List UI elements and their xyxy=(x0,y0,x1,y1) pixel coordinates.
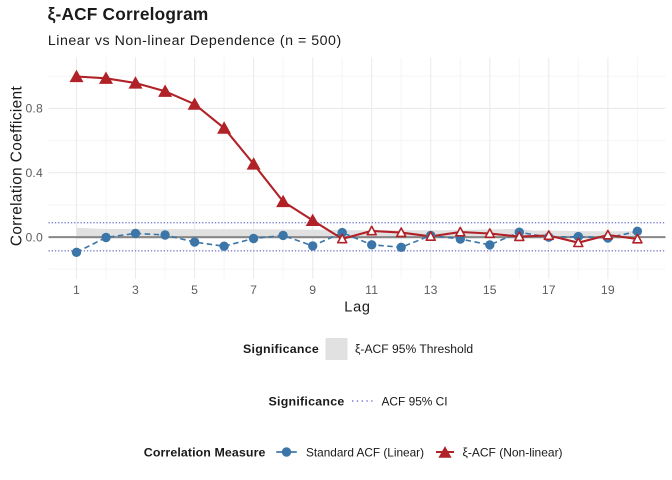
svg-text:ξ-ACF (Non-linear): ξ-ACF (Non-linear) xyxy=(463,446,563,460)
svg-text:3: 3 xyxy=(132,283,139,297)
svg-text:9: 9 xyxy=(309,283,316,297)
svg-text:0.8: 0.8 xyxy=(25,102,43,116)
svg-text:11: 11 xyxy=(365,283,378,297)
svg-text:5: 5 xyxy=(191,283,198,297)
svg-text:15: 15 xyxy=(483,283,497,297)
svg-text:1: 1 xyxy=(73,283,80,297)
svg-text:Correlation Measure: Correlation Measure xyxy=(144,446,266,460)
svg-text:Significance: Significance xyxy=(243,342,319,356)
svg-text:Significance: Significance xyxy=(269,395,345,409)
svg-text:ξ-ACF 95% Threshold: ξ-ACF 95% Threshold xyxy=(355,342,473,356)
svg-text:17: 17 xyxy=(542,283,556,297)
svg-text:13: 13 xyxy=(424,283,438,297)
svg-text:19: 19 xyxy=(601,283,615,297)
svg-text:7: 7 xyxy=(250,283,257,297)
svg-text:0.4: 0.4 xyxy=(25,166,43,180)
svg-text:Correlation Coefficient: Correlation Coefficient xyxy=(9,86,26,247)
svg-text:Linear vs Non-linear Dependenc: Linear vs Non-linear Dependence (n = 500… xyxy=(48,33,342,49)
svg-text:Standard ACF (Linear): Standard ACF (Linear) xyxy=(306,446,424,460)
svg-text:Lag: Lag xyxy=(344,300,371,316)
svg-text:ξ-ACF Correlogram: ξ-ACF Correlogram xyxy=(48,4,209,24)
svg-text:0.0: 0.0 xyxy=(25,230,43,244)
svg-text:ACF 95% CI: ACF 95% CI xyxy=(382,395,448,409)
